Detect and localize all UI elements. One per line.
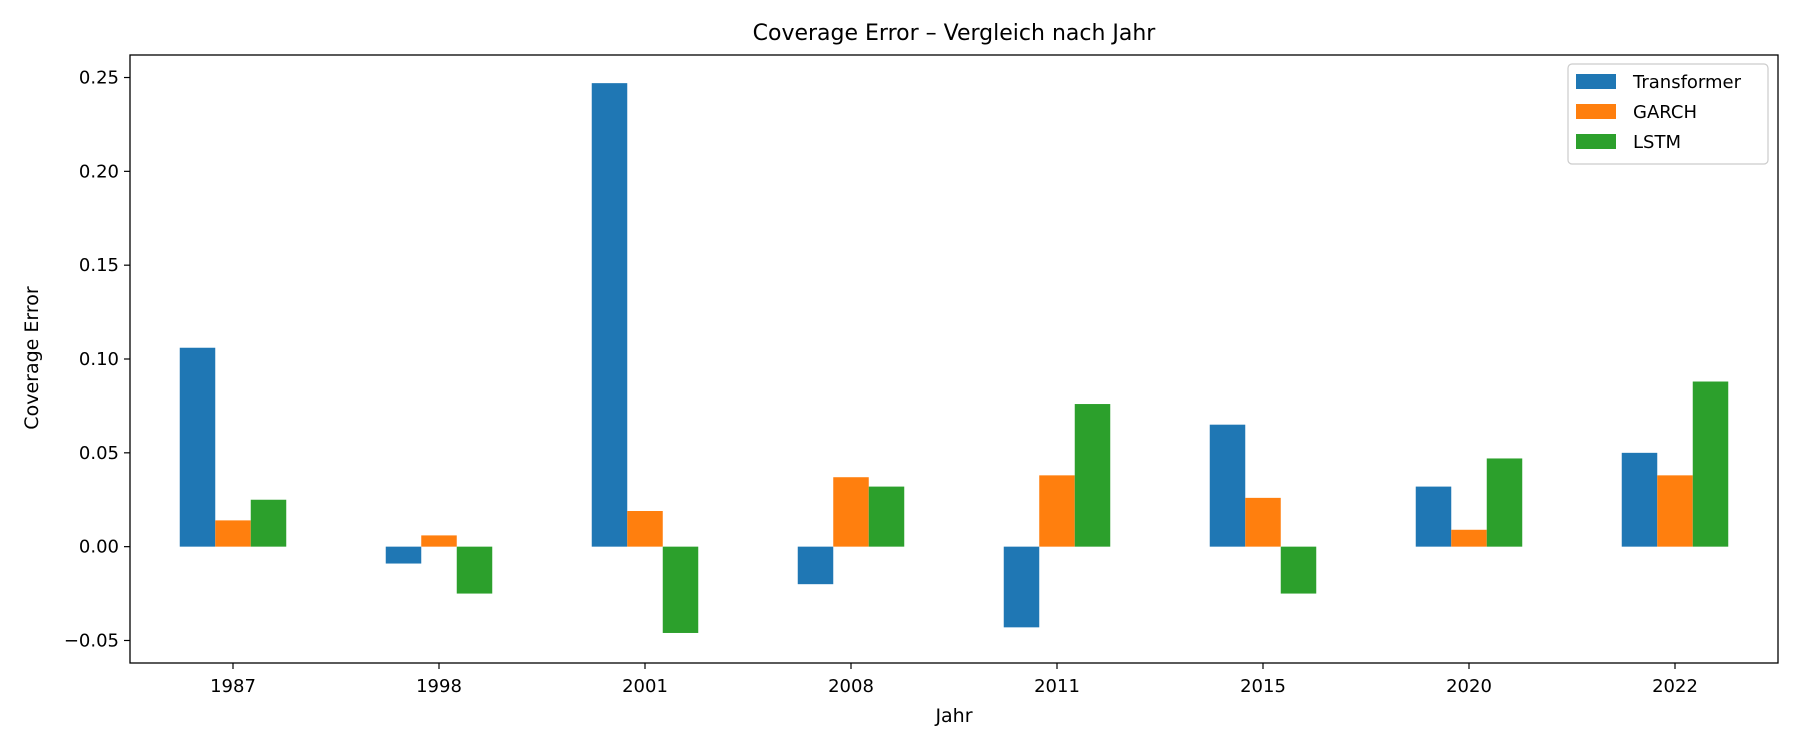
bar-lstm-2001 [662,546,699,633]
bar-garch-2022 [1657,475,1693,547]
plot-frame [129,54,1779,664]
bar-lstm-2022 [1692,381,1729,547]
bar-garch-2011 [1039,475,1075,547]
axes-layer: −0.05 0.00 0.05 0.10 0.15 0.20 0.25 1987 1998 200… [64,54,1779,697]
y-axis-label: Coverage Error [21,286,43,430]
legend-label-garch: GARCH [1633,102,1697,123]
bar-transformer-2011 [1003,546,1040,628]
y-tick-label: 0.20 [79,161,119,182]
bar-transformer-2022 [1621,452,1658,547]
x-tick-label: 2022 [1652,676,1698,697]
bar-lstm-2020 [1486,458,1523,547]
y-tick-label: 0.05 [79,443,119,464]
bar-garch-2020 [1451,529,1487,547]
y-tick-label: 0.10 [79,349,119,370]
bar-garch-1998 [421,535,457,547]
bar-lstm-1998 [456,546,493,594]
y-tick-label: 0.25 [79,68,119,89]
bar-lstm-2015 [1280,546,1317,594]
x-tick-label: 2008 [828,676,874,697]
x-axis-label: Jahr [934,705,972,727]
legend-label-lstm: LSTM [1633,132,1681,153]
bar-transformer-2020 [1415,486,1452,547]
legend: Transformer GARCH LSTM [1567,63,1769,165]
bar-transformer-2008 [797,546,834,585]
bar-garch-2008 [833,477,869,547]
bar-transformer-2015 [1209,424,1246,547]
bar-garch-2015 [1245,497,1281,547]
bar-transformer-1987 [179,347,216,547]
x-tick-label: 1987 [210,676,256,697]
legend-swatch-garch [1576,104,1616,119]
y-tick-label: −0.05 [64,630,119,651]
legend-swatch-transformer [1576,74,1616,89]
x-tick-label: 2020 [1446,676,1492,697]
bars-layer [179,83,1729,633]
legend-box [1567,63,1769,165]
legend-label-transformer: Transformer [1632,72,1742,93]
bar-transformer-1998 [385,546,422,564]
chart-title: Coverage Error – Vergleich nach Jahr [753,21,1157,46]
bar-transformer-2001 [591,83,628,547]
x-tick-label: 2015 [1240,676,1286,697]
bar-lstm-1987 [250,499,287,547]
bar-garch-1987 [215,520,251,547]
x-tick-label: 1998 [416,676,462,697]
y-tick-label: 0.00 [79,537,119,558]
x-tick-label: 2001 [622,676,668,697]
x-tick-label: 2011 [1034,676,1080,697]
bar-lstm-2011 [1074,404,1111,547]
y-tick-label: 0.15 [79,255,119,276]
legend-swatch-lstm [1576,134,1616,149]
bar-garch-2001 [627,511,663,547]
bar-lstm-2008 [868,486,905,547]
